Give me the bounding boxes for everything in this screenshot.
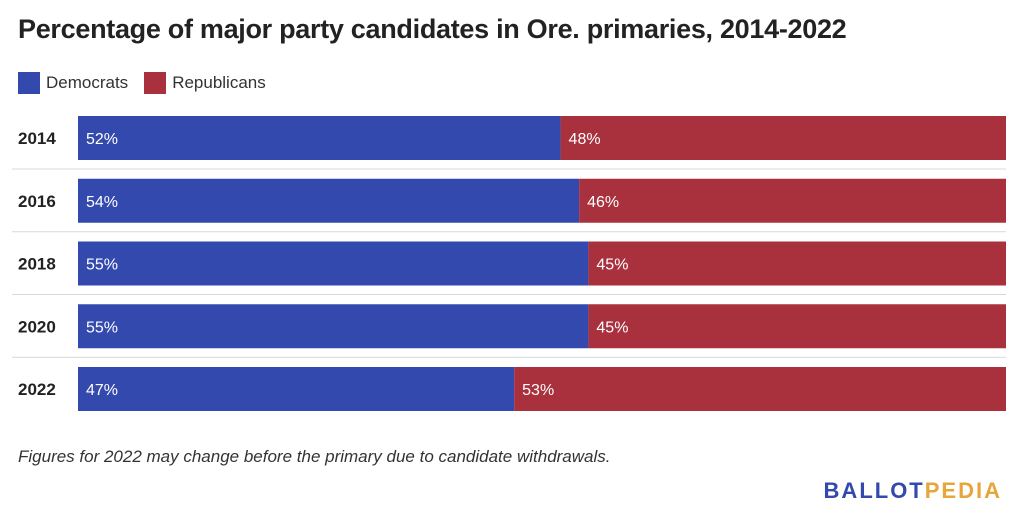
bar-democrats-2020	[78, 304, 589, 349]
logo-part-ballot: BALLOT	[823, 478, 925, 503]
bar-democrats-2018	[78, 241, 589, 286]
footnote: Figures for 2022 may change before the p…	[18, 447, 611, 466]
legend-label-republicans: Republicans	[172, 73, 266, 92]
ballotpedia-logo[interactable]: BALLOTPEDIA	[824, 478, 1002, 504]
legend-swatch-democrats	[18, 72, 40, 94]
data-label-republicans-2016: 46%	[587, 194, 619, 211]
stacked-bar-chart: 2014 52% 48% 2016 54% 46% 2018 55% 45% 2020 55% 45%…	[12, 116, 1006, 411]
data-label-democrats-2020: 55%	[86, 319, 118, 336]
data-label-republicans-2018: 45%	[596, 257, 628, 274]
data-label-republicans-2020: 45%	[596, 319, 628, 336]
bar-republicans-2014	[560, 116, 1006, 160]
data-label-democrats-2022: 47%	[86, 382, 118, 399]
bar-republicans-2020	[588, 304, 1006, 349]
legend-swatch-republicans	[144, 72, 167, 94]
legend-label-democrats: Democrats	[46, 73, 129, 92]
category-label-2014: 2014	[18, 129, 56, 148]
bar-democrats-2016	[78, 178, 580, 223]
data-label-democrats-2014: 52%	[86, 131, 118, 148]
data-label-republicans-2014: 48%	[569, 131, 601, 148]
legend: Democrats Republicans	[18, 72, 282, 94]
category-label-2022: 2022	[18, 380, 56, 399]
legend-item-republicans: Republicans	[144, 72, 266, 94]
bar-democrats-2022	[78, 367, 515, 411]
logo-part-pedia: PEDIA	[924, 478, 1002, 503]
category-label-2018: 2018	[18, 255, 56, 274]
legend-item-democrats: Democrats	[18, 72, 128, 94]
category-label-2020: 2020	[18, 317, 56, 336]
bar-republicans-2018	[588, 241, 1006, 286]
bar-democrats-2014	[78, 116, 561, 160]
category-label-2016: 2016	[18, 192, 56, 211]
chart-title: Percentage of major party candidates in …	[18, 14, 847, 44]
data-label-democrats-2016: 54%	[86, 194, 118, 211]
bar-republicans-2016	[579, 178, 1006, 223]
data-label-democrats-2018: 55%	[86, 257, 118, 274]
data-label-republicans-2022: 53%	[522, 382, 554, 399]
bar-republicans-2022	[514, 367, 1006, 411]
